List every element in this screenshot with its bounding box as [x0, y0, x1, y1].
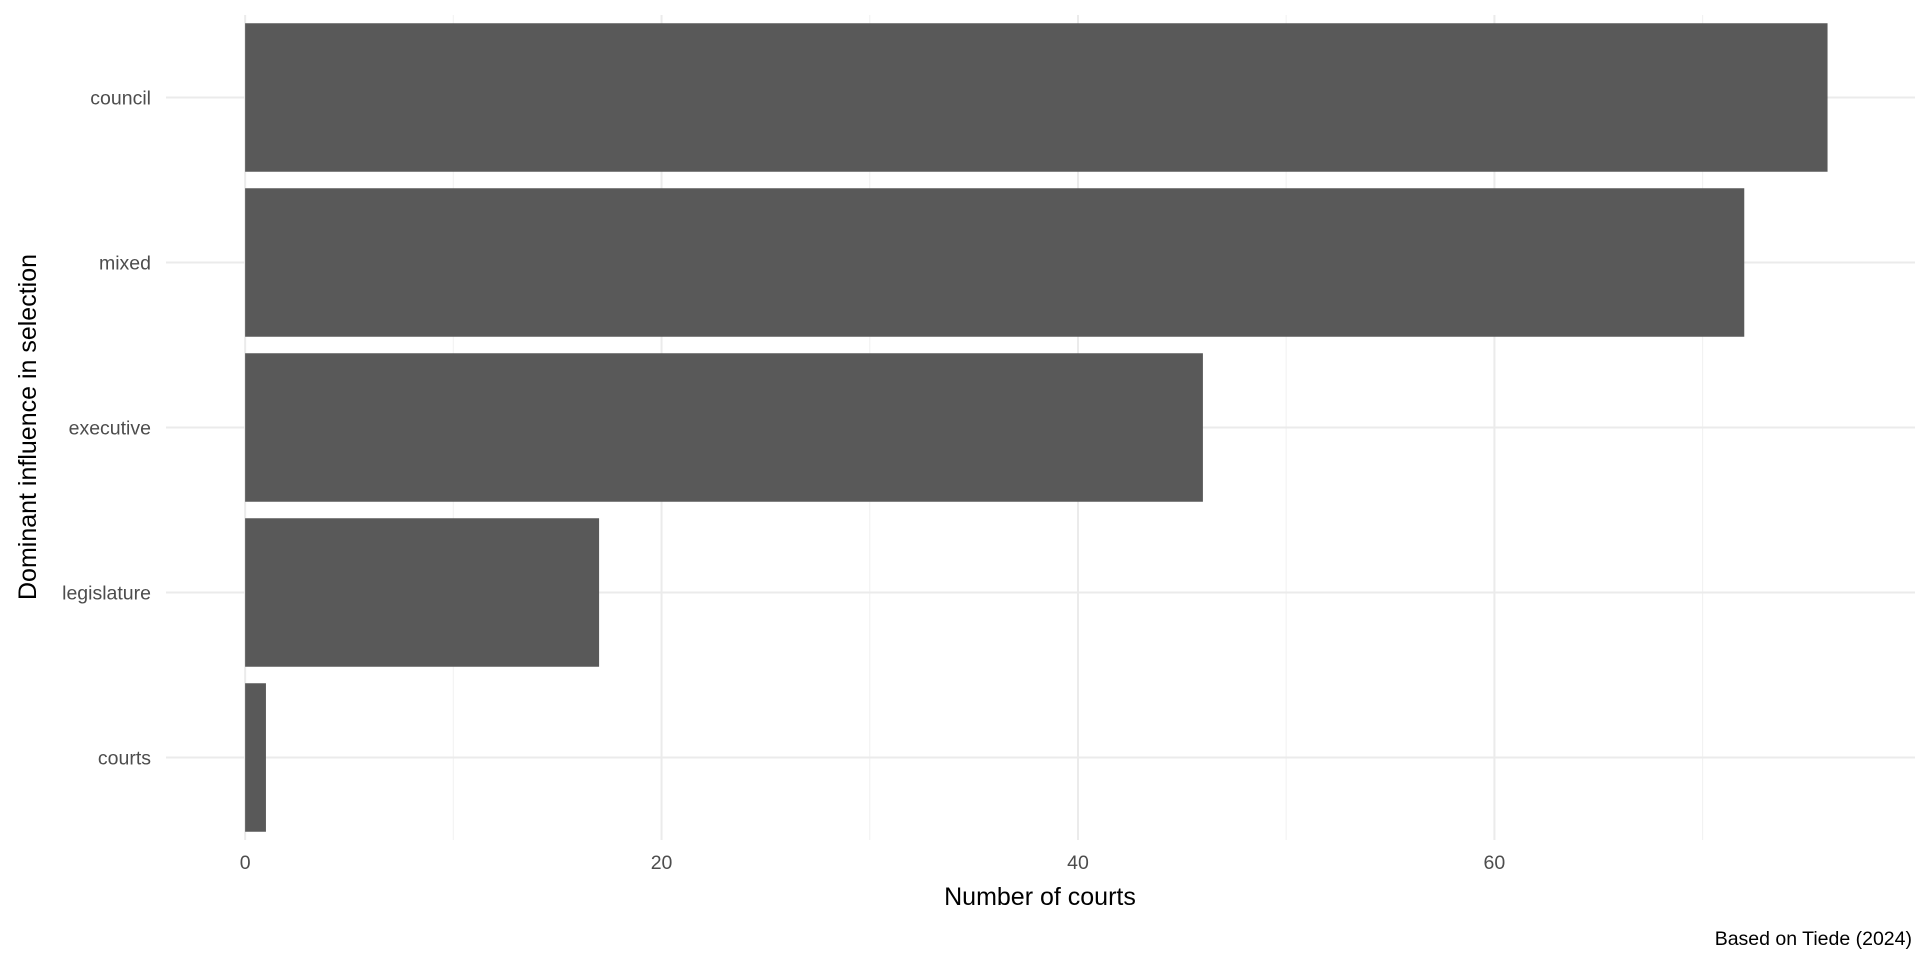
- y-tick-label-executive: executive: [69, 418, 151, 440]
- y-axis: council mixed executive legislature courts: [62, 88, 151, 770]
- y-tick-label-council: council: [90, 88, 151, 110]
- y-tick-label-courts: courts: [98, 748, 151, 770]
- x-tick-label-0: 0: [240, 852, 251, 874]
- x-axis: 0 20 40 60: [240, 852, 1506, 874]
- bar-legislature: [245, 518, 600, 667]
- bar-mixed: [245, 188, 1745, 337]
- x-axis-title: Number of courts: [944, 883, 1136, 911]
- plot-panel: [166, 15, 1915, 840]
- bars: [245, 23, 1828, 832]
- bar-courts: [245, 683, 266, 832]
- bar-council: [245, 23, 1828, 172]
- x-tick-label-40: 40: [1067, 852, 1089, 874]
- bar-executive: [245, 353, 1203, 502]
- y-axis-title: Dominant influence in selection: [14, 254, 42, 600]
- y-tick-label-mixed: mixed: [99, 253, 151, 275]
- chart-caption: Based on Tiede (2024): [1715, 928, 1912, 950]
- x-tick-label-60: 60: [1484, 852, 1506, 874]
- x-tick-label-20: 20: [651, 852, 673, 874]
- y-tick-label-legislature: legislature: [62, 583, 151, 605]
